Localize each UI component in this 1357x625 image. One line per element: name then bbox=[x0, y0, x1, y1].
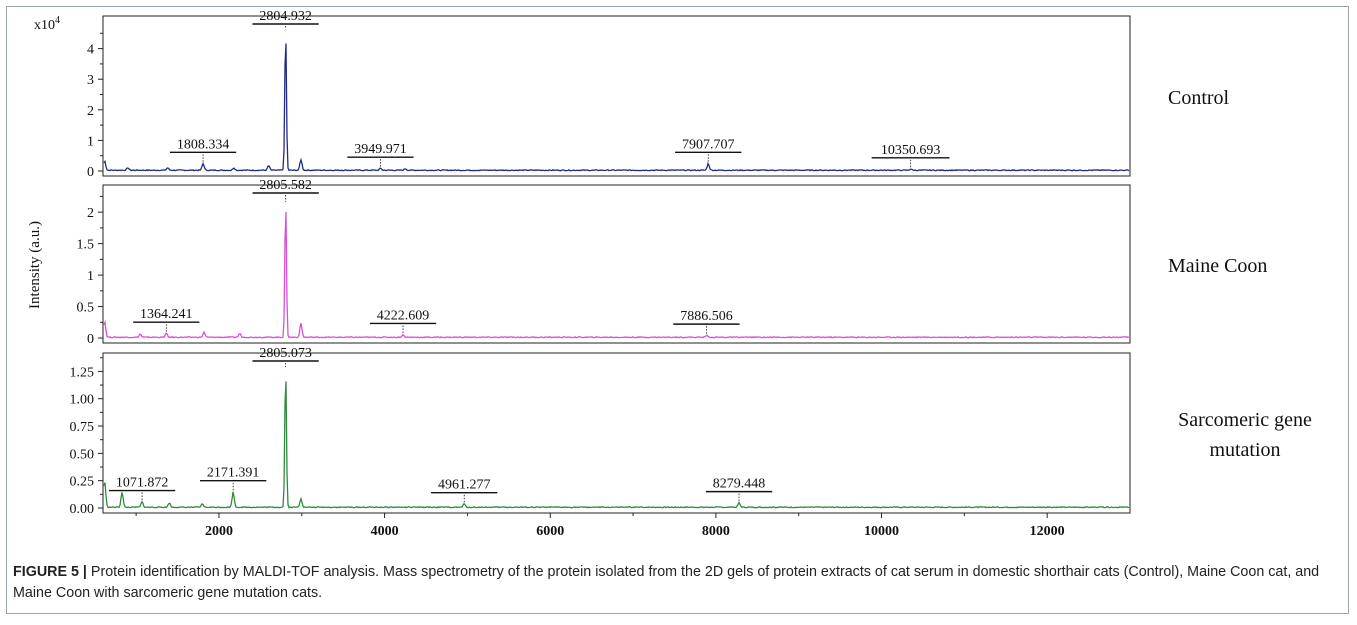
y-tick-label: 2 bbox=[87, 206, 94, 221]
x-tick-label: 10000 bbox=[864, 524, 899, 539]
spectrum-line bbox=[103, 381, 1130, 509]
peak-label: 1071.872 bbox=[116, 476, 169, 491]
mass-spectra-chart: 0 1 2 3 4 x104 2804.932 1808.334 3949.971 7907.70… bbox=[27, 9, 1313, 539]
y-tick-label: 1.5 bbox=[77, 238, 95, 253]
x-tick-label: 12000 bbox=[1030, 524, 1065, 539]
figure-caption: FIGURE 5 | Protein identification by MAL… bbox=[13, 562, 1338, 604]
peak-label: 3949.971 bbox=[354, 142, 407, 157]
y-tick-label: 4 bbox=[87, 43, 94, 58]
peak-label: 4961.277 bbox=[438, 478, 491, 493]
y-tick-label: 0 bbox=[87, 165, 94, 180]
spectrum-line bbox=[103, 211, 1130, 339]
series-name: Sarcomeric gene bbox=[1178, 409, 1312, 431]
x-tick-label: 2000 bbox=[205, 524, 233, 539]
y-tick-label: 3 bbox=[87, 73, 94, 88]
y-multiplier: x104 bbox=[34, 15, 60, 33]
spectrum-panel-2: 0 0.5 1 1.5 2 2805.582 1364.241 4222.609 7886.50… bbox=[77, 178, 1268, 347]
peak-label: 2805.582 bbox=[259, 178, 312, 193]
y-tick-label: 1 bbox=[87, 269, 94, 284]
panel-frame bbox=[102, 15, 1131, 177]
y-tick-label: 0.00 bbox=[70, 502, 95, 517]
x-tick-label: 8000 bbox=[702, 524, 730, 539]
peak-label: 2805.073 bbox=[259, 346, 312, 361]
peak-label: 7886.506 bbox=[680, 309, 733, 324]
figure-caption-text: Protein identification by MALDI-TOF anal… bbox=[13, 564, 1320, 601]
series-name: Maine Coon bbox=[1168, 255, 1267, 277]
spectrum-panel-1: 0 1 2 3 4 x104 2804.932 1808.334 3949.971 7907.70… bbox=[34, 9, 1230, 180]
series-name: mutation bbox=[1209, 439, 1280, 461]
peak-label: 2171.391 bbox=[207, 466, 260, 481]
spectrum-line bbox=[103, 43, 1130, 172]
spectrum-panel-3: 0.00 0.25 0.50 0.75 1.00 1.25 2805.073 1071.872… bbox=[70, 346, 1313, 517]
peak-label: 8279.448 bbox=[713, 477, 766, 492]
y-axis-label: Intensity (a.u.) bbox=[27, 221, 43, 309]
x-tick-label: 4000 bbox=[371, 524, 399, 539]
peak-label: 7907.707 bbox=[682, 137, 735, 152]
peak-label: 2804.932 bbox=[259, 9, 312, 24]
y-tick-label: 2 bbox=[87, 104, 94, 119]
peak-label: 1808.334 bbox=[177, 137, 230, 152]
y-tick-label: 1.00 bbox=[70, 393, 95, 408]
panel-frame bbox=[102, 352, 1131, 514]
y-tick-label: 0.25 bbox=[70, 475, 95, 490]
peak-label: 4222.609 bbox=[377, 308, 430, 323]
figure-label: FIGURE 5 | bbox=[13, 564, 87, 580]
peak-label: 10350.693 bbox=[881, 143, 941, 158]
panel-frame bbox=[102, 184, 1131, 344]
peak-label: 1364.241 bbox=[140, 307, 193, 322]
y-tick-label: 1 bbox=[87, 134, 94, 149]
y-tick-label: 1.25 bbox=[70, 365, 95, 380]
x-tick-label: 6000 bbox=[536, 524, 564, 539]
series-name: Control bbox=[1168, 87, 1230, 109]
y-tick-label: 0.50 bbox=[70, 447, 95, 462]
y-tick-label: 0 bbox=[87, 332, 94, 347]
y-tick-label: 0.5 bbox=[77, 301, 95, 316]
y-tick-label: 0.75 bbox=[70, 420, 95, 435]
